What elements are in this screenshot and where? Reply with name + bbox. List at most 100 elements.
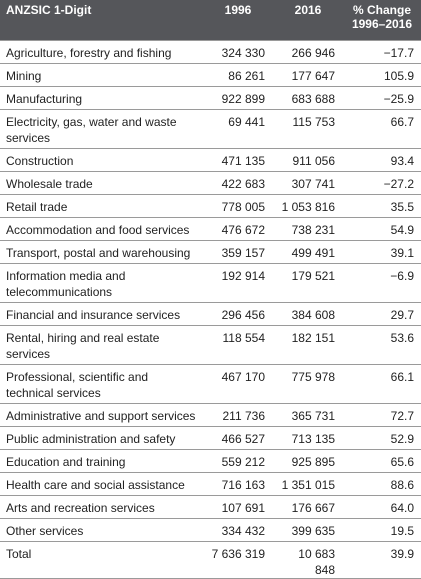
table-body: Agriculture, forestry and fishing 324 330…: [0, 39, 421, 579]
value-1996-cell: 559 212: [203, 448, 273, 472]
percent-change-cell: 52.9: [343, 425, 421, 449]
value-1996-cell: 716 163: [203, 471, 273, 495]
value-1996-cell: 324 330: [203, 39, 273, 63]
table-row: Agriculture, forestry and fishing 324 330…: [0, 39, 421, 63]
value-1996-cell: 296 456: [203, 301, 273, 325]
table-row: Transport, postal and warehousing 359 157…: [0, 239, 421, 263]
value-1996-cell: 422 683: [203, 170, 273, 194]
table-row: Health care and social assistance 716 163…: [0, 471, 421, 495]
value-2016-cell: 10 683 848: [273, 540, 343, 579]
percent-change-cell: 72.7: [343, 402, 421, 426]
total-row: Total 7 636 319 10 683 848 39.9: [0, 540, 421, 579]
industry-name-cell: Agriculture, forestry and fishing: [0, 39, 203, 63]
value-1996-cell: 107 691: [203, 494, 273, 518]
percent-change-cell: 39.9: [343, 540, 421, 579]
table-row: Mining 86 261 177 647 105.9: [0, 62, 421, 86]
value-2016-cell: 1 053 816: [273, 193, 343, 217]
percent-change-cell: −6.9: [343, 262, 421, 302]
value-1996-cell: 334 432: [203, 517, 273, 541]
percent-change-cell: −27.2: [343, 170, 421, 194]
table-row: Electricity, gas, water and waste servic…: [0, 108, 421, 148]
header-year-1996: 1996: [203, 0, 273, 40]
percent-change-cell: −25.9: [343, 85, 421, 109]
percent-change-cell: 54.9: [343, 216, 421, 240]
value-1996-cell: 192 914: [203, 262, 273, 302]
industry-name-cell: Information media and telecommunications: [0, 262, 203, 302]
percent-change-cell: 35.5: [343, 193, 421, 217]
table-row: Public administration and safety 466 527 7…: [0, 425, 421, 449]
industry-name-cell: Education and training: [0, 448, 203, 472]
table-row: Administrative and support services 211 7…: [0, 402, 421, 426]
value-2016-cell: 182 151: [273, 324, 343, 364]
value-2016-cell: 365 731: [273, 402, 343, 426]
industry-name-cell: Manufacturing: [0, 85, 203, 109]
table-row: Manufacturing 922 899 683 688 −25.9: [0, 85, 421, 109]
table-row: Wholesale trade 422 683 307 741 −27.2: [0, 170, 421, 194]
industry-name-cell: Mining: [0, 62, 203, 86]
value-1996-cell: 476 672: [203, 216, 273, 240]
industry-name-cell: Other services: [0, 517, 203, 541]
percent-change-cell: 64.0: [343, 494, 421, 518]
value-2016-cell: 307 741: [273, 170, 343, 194]
value-1996-cell: 69 441: [203, 108, 273, 148]
percent-change-cell: 29.7: [343, 301, 421, 325]
value-2016-cell: 911 056: [273, 147, 343, 171]
value-2016-cell: 266 946: [273, 39, 343, 63]
industry-name-cell: Retail trade: [0, 193, 203, 217]
industry-name-cell: Electricity, gas, water and waste servic…: [0, 108, 203, 148]
header-row: ANZSIC 1-Digit 1996 2016 % Change 1996–2…: [0, 0, 421, 40]
value-1996-cell: 7 636 319: [203, 540, 273, 579]
industry-name-cell: Accommodation and food services: [0, 216, 203, 240]
header-percent-change: % Change 1996–2016: [343, 0, 421, 40]
value-2016-cell: 176 667: [273, 494, 343, 518]
value-2016-cell: 738 231: [273, 216, 343, 240]
value-1996-cell: 359 157: [203, 239, 273, 263]
table-header: ANZSIC 1-Digit 1996 2016 % Change 1996–2…: [0, 0, 421, 40]
table-row: Arts and recreation services 107 691 176 6…: [0, 494, 421, 518]
header-year-2016: 2016: [273, 0, 343, 40]
table-row: Education and training 559 212 925 895 65.6: [0, 448, 421, 472]
percent-change-cell: 19.5: [343, 517, 421, 541]
table-row: Other services 334 432 399 635 19.5: [0, 517, 421, 541]
table-row: Professional, scientific and technical s…: [0, 363, 421, 403]
percent-change-cell: 53.6: [343, 324, 421, 364]
value-1996-cell: 471 135: [203, 147, 273, 171]
value-2016-cell: 775 978: [273, 363, 343, 403]
table-row: Financial and insurance services 296 456 3…: [0, 301, 421, 325]
industry-name-cell: Arts and recreation services: [0, 494, 203, 518]
industry-name-cell: Rental, hiring and real estate services: [0, 324, 203, 364]
value-2016-cell: 925 895: [273, 448, 343, 472]
value-2016-cell: 683 688: [273, 85, 343, 109]
value-2016-cell: 179 521: [273, 262, 343, 302]
value-2016-cell: 399 635: [273, 517, 343, 541]
industry-name-cell: Wholesale trade: [0, 170, 203, 194]
value-2016-cell: 115 753: [273, 108, 343, 148]
value-1996-cell: 922 899: [203, 85, 273, 109]
value-1996-cell: 211 736: [203, 402, 273, 426]
value-1996-cell: 118 554: [203, 324, 273, 364]
value-1996-cell: 778 005: [203, 193, 273, 217]
value-1996-cell: 466 527: [203, 425, 273, 449]
percent-change-cell: 88.6: [343, 471, 421, 495]
value-2016-cell: 177 647: [273, 62, 343, 86]
table-row: Retail trade 778 005 1 053 816 35.5: [0, 193, 421, 217]
value-1996-cell: 467 170: [203, 363, 273, 403]
value-2016-cell: 1 351 015: [273, 471, 343, 495]
percent-change-cell: 105.9: [343, 62, 421, 86]
table-row: Rental, hiring and real estate services 1…: [0, 324, 421, 364]
industry-name-cell: Financial and insurance services: [0, 301, 203, 325]
percent-change-cell: −17.7: [343, 39, 421, 63]
industry-name-cell: Total: [0, 540, 203, 579]
percent-change-cell: 65.6: [343, 448, 421, 472]
industry-name-cell: Public administration and safety: [0, 425, 203, 449]
value-2016-cell: 713 135: [273, 425, 343, 449]
value-1996-cell: 86 261: [203, 62, 273, 86]
percent-change-cell: 66.1: [343, 363, 421, 403]
industry-name-cell: Transport, postal and warehousing: [0, 239, 203, 263]
percent-change-cell: 39.1: [343, 239, 421, 263]
value-2016-cell: 384 608: [273, 301, 343, 325]
table-row: Construction 471 135 911 056 93.4: [0, 147, 421, 171]
industry-name-cell: Construction: [0, 147, 203, 171]
industry-name-cell: Professional, scientific and technical s…: [0, 363, 203, 403]
